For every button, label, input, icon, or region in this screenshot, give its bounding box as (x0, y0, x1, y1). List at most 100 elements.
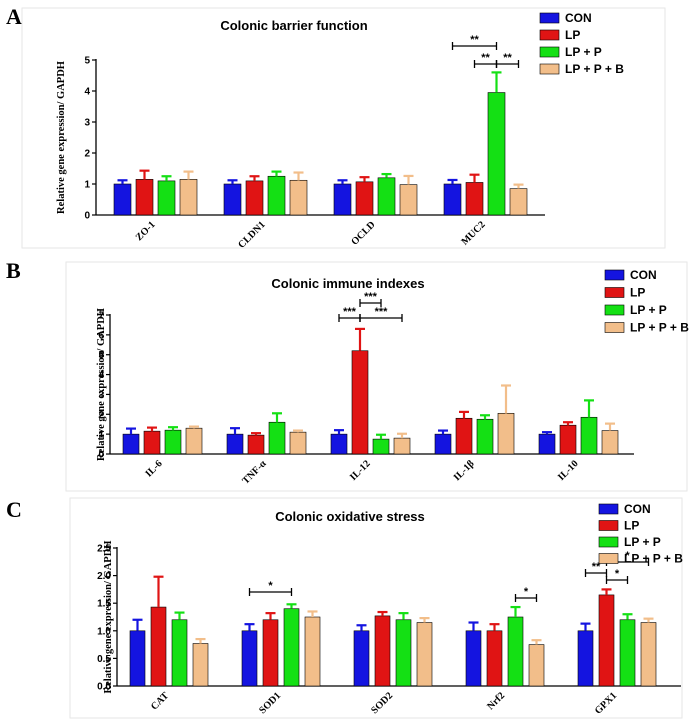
bar-cat-con (129, 630, 146, 687)
bar-il-6-con (122, 433, 140, 455)
bar-zo-1-con (113, 183, 132, 216)
chart-panel-1: Colonic barrier function 0 1 2 3 4 5 Relative g… (21, 7, 666, 251)
legend-label-lp-plus-p-plus-b: LP + P + B (624, 552, 683, 566)
bar-sod1-con (241, 630, 258, 687)
bar-gpx1-lp-plus-p (619, 619, 636, 687)
legend-label-lp-plus-p: LP + P (630, 303, 667, 317)
legend-swatch-lp (539, 29, 560, 41)
bar-ocld-lp (355, 181, 374, 216)
legend-swatch-lp-plus-p-plus-b (604, 322, 625, 333)
y-axis-label: Relative gene expression/ GAPDH (56, 61, 67, 214)
bar-il-1beta-con (434, 433, 452, 455)
y-tick-label: 5 (84, 56, 90, 67)
bar-muc2-lp-plus-p (487, 92, 506, 216)
bar-cldn1-lp-plus-p (267, 175, 286, 216)
x-category-label: TNF-α (240, 458, 269, 487)
x-category-label: GPX1 (593, 690, 619, 716)
legend-swatch-lp-plus-p (604, 304, 625, 316)
bar-il-6-lp-plus-p-plus-b (185, 427, 203, 455)
y-tick-label: 1.5 (97, 599, 111, 610)
legend-swatch-lp (598, 520, 619, 531)
legend-swatch-lp-plus-p (598, 536, 619, 548)
significance-label: ** (481, 52, 490, 64)
y-tick-label: 0.0 (97, 682, 111, 693)
chart-title: Colonic barrier function (220, 18, 367, 33)
bar-tnf-alpha-lp (247, 434, 265, 455)
x-category-label: IL-6 (143, 458, 164, 479)
y-tick-label: 3 (98, 390, 104, 401)
chart-panel-3: Colonic oxidative stress 0.0 0.5 1.0 1.5 2.0 2… (69, 497, 683, 719)
x-category-label: SOD1 (257, 690, 283, 716)
bar-il-10-lp (559, 424, 577, 455)
bar-nrf2-con (465, 630, 482, 687)
significance-label: ** (592, 561, 601, 573)
legend-label-lp: LP (630, 286, 645, 300)
significance-label: *** (364, 291, 378, 303)
significance-label: *** (375, 306, 389, 318)
x-category-label: IL-1β (452, 458, 477, 483)
panel-letter-a: A (6, 4, 22, 29)
y-tick-label: 2.0 (97, 571, 111, 582)
bar-cat-lp-plus-p-plus-b (192, 643, 209, 687)
panel-letter-b: B (6, 258, 21, 283)
legend-label-con: CON (624, 502, 651, 516)
y-tick-label: 1.0 (97, 626, 111, 637)
bar-il-12-lp-plus-p (372, 438, 390, 455)
legend-label-lp: LP (565, 28, 580, 42)
bar-nrf2-lp-plus-p-plus-b (528, 644, 545, 687)
panel-frame (69, 497, 683, 719)
bar-sod2-lp-plus-p-plus-b (416, 622, 433, 687)
bar-zo-1-lp-plus-p-plus-b (179, 179, 198, 216)
bar-tnf-alpha-lp-plus-p-plus-b (289, 431, 307, 455)
legend-label-lp-plus-p: LP + P (565, 45, 602, 59)
x-category-label: Nrf2 (485, 690, 507, 712)
bar-sod2-lp (374, 615, 391, 687)
y-tick-label: 0 (98, 450, 104, 461)
legend-swatch-lp-plus-p-plus-b (539, 63, 560, 75)
bar-il-10-lp-plus-p-plus-b (601, 430, 619, 455)
bar-il-1beta-lp-plus-p-plus-b (497, 412, 515, 455)
y-tick-label: 2 (98, 410, 104, 421)
x-category-label: IL-12 (348, 458, 373, 483)
significance-label: * (615, 568, 620, 580)
significance-label: * (268, 580, 273, 592)
bar-muc2-lp (465, 182, 484, 216)
y-tick-label: 1 (84, 180, 90, 191)
bar-sod1-lp-plus-p-plus-b (304, 616, 321, 687)
legend-label-con: CON (565, 11, 592, 25)
bar-tnf-alpha-con (226, 433, 244, 455)
legend-swatch-con (604, 269, 625, 281)
bar-ocld-con (333, 183, 352, 216)
y-tick-label: 4 (84, 87, 90, 98)
x-category-label: OCLD (349, 219, 377, 247)
chart-title: Colonic immune indexes (271, 276, 424, 291)
bar-ocld-lp-plus-p (377, 177, 396, 216)
legend-label-lp-plus-p: LP + P (624, 535, 661, 549)
y-tick-label: 2 (84, 149, 90, 160)
bar-cldn1-lp-plus-p-plus-b (289, 179, 308, 216)
x-category-label: IL-10 (556, 458, 581, 483)
bar-il-1beta-lp (455, 417, 473, 455)
significance-label: * (625, 550, 630, 562)
legend-swatch-lp-plus-p-plus-b (598, 553, 619, 564)
significance-label: *** (343, 306, 357, 318)
y-tick-label: 4 (98, 370, 104, 381)
panel-frame (65, 261, 688, 492)
y-tick-label: 5 (98, 350, 104, 361)
bar-gpx1-lp (598, 594, 615, 687)
y-tick-label: 1 (98, 430, 104, 441)
bar-nrf2-lp (486, 630, 503, 687)
bar-sod2-lp-plus-p (395, 619, 412, 687)
legend-label-lp-plus-p-plus-b: LP + P + B (630, 321, 689, 335)
x-category-label: ZO-1 (134, 219, 158, 243)
bar-il-1beta-lp-plus-p (476, 418, 494, 455)
legend-swatch-con (598, 503, 619, 515)
bar-ocld-lp-plus-p-plus-b (399, 184, 418, 216)
bar-nrf2-lp-plus-p (507, 616, 524, 687)
y-tick-label: 6 (98, 330, 104, 341)
x-category-label: CLDN1 (236, 219, 267, 250)
bar-zo-1-lp (135, 179, 154, 216)
x-category-label: SOD2 (369, 690, 395, 716)
